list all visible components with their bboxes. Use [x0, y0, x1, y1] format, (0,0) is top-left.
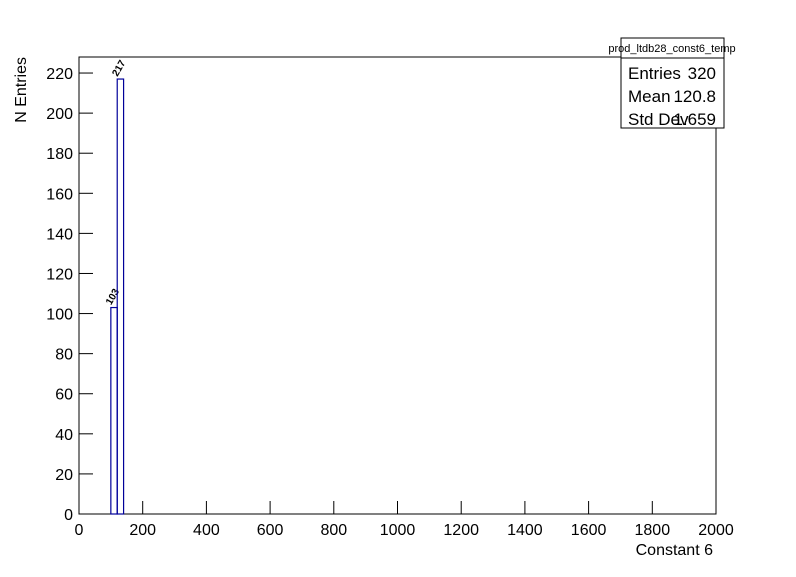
stats-label: Std Dev	[628, 110, 689, 129]
stats-value: 320	[688, 64, 716, 83]
y-axis-label: N Entries	[13, 57, 30, 123]
stats-value: 120.8	[673, 87, 716, 106]
stats-box: prod_ltdb28_const6_temp	[608, 37, 736, 129]
stats-title: prod_ltdb28_const6_temp	[608, 43, 735, 55]
plot-frame	[78, 56, 717, 515]
y-tick-label: 220	[46, 66, 73, 83]
x-tick-label: 200	[129, 522, 156, 539]
y-tick-label: 160	[46, 186, 73, 203]
data-label: 103	[104, 287, 122, 307]
x-tick-label: 800	[320, 522, 347, 539]
x-tick-label: 600	[257, 522, 284, 539]
y-tick-label: 60	[55, 387, 73, 404]
y-tick-label: 80	[55, 347, 73, 364]
bar	[116, 78, 125, 515]
stats-frame	[620, 37, 725, 129]
y-tick-label: 40	[55, 427, 73, 444]
y-tick-label: 140	[46, 226, 73, 243]
y-tick-label: 180	[46, 146, 73, 163]
y-tick-label: 100	[46, 307, 73, 324]
y-tick-label: 200	[46, 106, 73, 123]
data-label: 217	[110, 58, 128, 78]
x-tick-label: 0	[75, 522, 84, 539]
x-tick-label: 1600	[571, 522, 607, 539]
x-tick-label: 400	[193, 522, 220, 539]
stats-label: Mean	[628, 87, 671, 106]
x-tick-label: 2000	[698, 522, 734, 539]
x-tick-label: 1400	[507, 522, 543, 539]
stats-value: 1.659	[673, 110, 716, 129]
x-axis-label: Constant 6	[636, 542, 713, 559]
bar	[110, 306, 118, 515]
x-tick-label: 1200	[443, 522, 479, 539]
stats-label: Entries	[628, 64, 681, 83]
y-tick-label: 20	[55, 467, 73, 484]
x-tick-label: 1000	[380, 522, 416, 539]
y-tick-label: 0	[64, 507, 73, 524]
y-tick-label: 120	[46, 266, 73, 283]
x-tick-label: 1800	[635, 522, 671, 539]
